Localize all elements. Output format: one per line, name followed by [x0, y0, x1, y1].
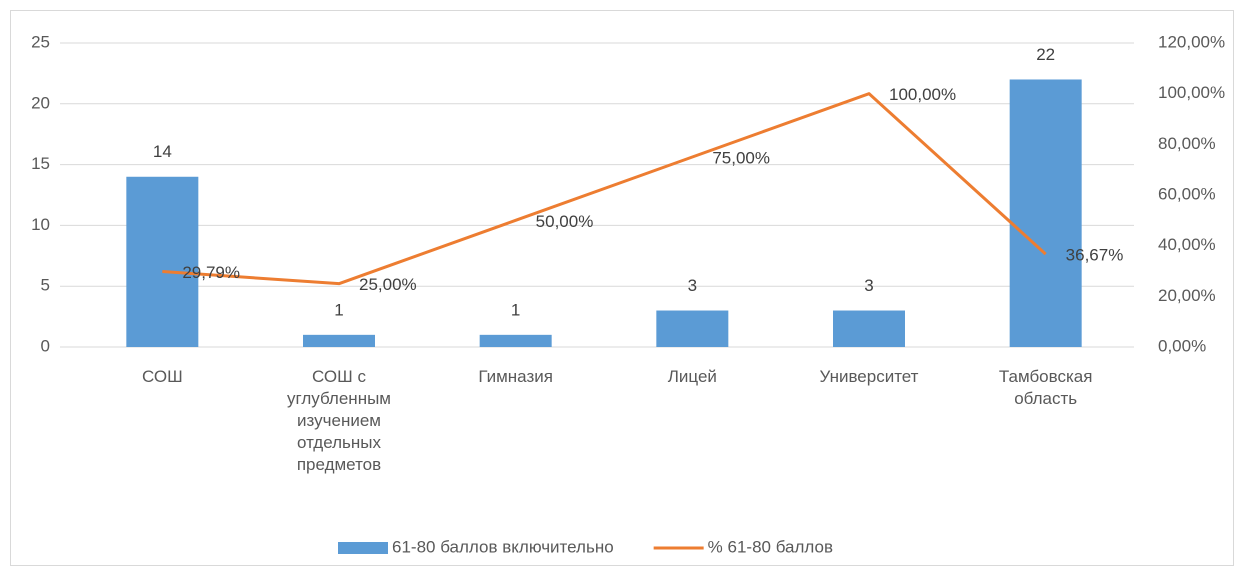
- x-tick-label: Университет: [820, 367, 919, 386]
- legend-label: % 61-80 баллов: [708, 537, 833, 556]
- data-label: 14: [153, 142, 172, 161]
- line: [162, 92, 1047, 286]
- data-label: 3: [864, 276, 873, 295]
- x-tick-label: СОШ с углубленным изучением отдельных предме…: [287, 367, 391, 474]
- bar: [303, 334, 375, 347]
- y-tick-label: 5: [41, 276, 50, 295]
- y2-tick-label: 40,00%: [1158, 235, 1216, 254]
- y-tick-label: 10: [31, 215, 50, 234]
- legend-label: 61-80 баллов включительно: [392, 537, 614, 556]
- data-label: 3: [688, 276, 697, 295]
- x-tick-label: Гимназия: [478, 367, 553, 386]
- y2-tick-label: 60,00%: [1158, 184, 1216, 203]
- y2-tick-label: 80,00%: [1158, 134, 1216, 153]
- data-label: 1: [334, 300, 343, 319]
- data-label: 22: [1036, 45, 1055, 64]
- data-label: 75,00%: [712, 148, 770, 167]
- x-tick-label: Лицей: [668, 367, 717, 386]
- y2-tick-label: 20,00%: [1158, 286, 1216, 305]
- data-label: 1: [511, 300, 520, 319]
- bar: [126, 176, 199, 347]
- y2-tick-label: 100,00%: [1158, 83, 1225, 102]
- y-tick-label: 25: [31, 32, 50, 51]
- bar: [479, 334, 552, 347]
- y-tick-label: 20: [31, 93, 50, 112]
- data-label: 29,79%: [182, 263, 240, 282]
- legend-swatch: [338, 542, 388, 554]
- x-tick-label: Тамбовская область: [999, 367, 1093, 408]
- data-label: 36,67%: [1066, 246, 1124, 265]
- data-label: 100,00%: [889, 85, 956, 104]
- data-label: 25,00%: [359, 275, 417, 294]
- x-tick-label: СОШ: [142, 367, 183, 386]
- bar: [833, 310, 905, 347]
- y-tick-label: 0: [41, 336, 50, 355]
- y2-tick-label: 120,00%: [1158, 32, 1225, 51]
- bar: [656, 310, 729, 347]
- y2-tick-label: 0,00%: [1158, 336, 1206, 355]
- bar: [1009, 79, 1082, 347]
- data-label: 50,00%: [536, 212, 594, 231]
- y-tick-label: 15: [31, 154, 50, 173]
